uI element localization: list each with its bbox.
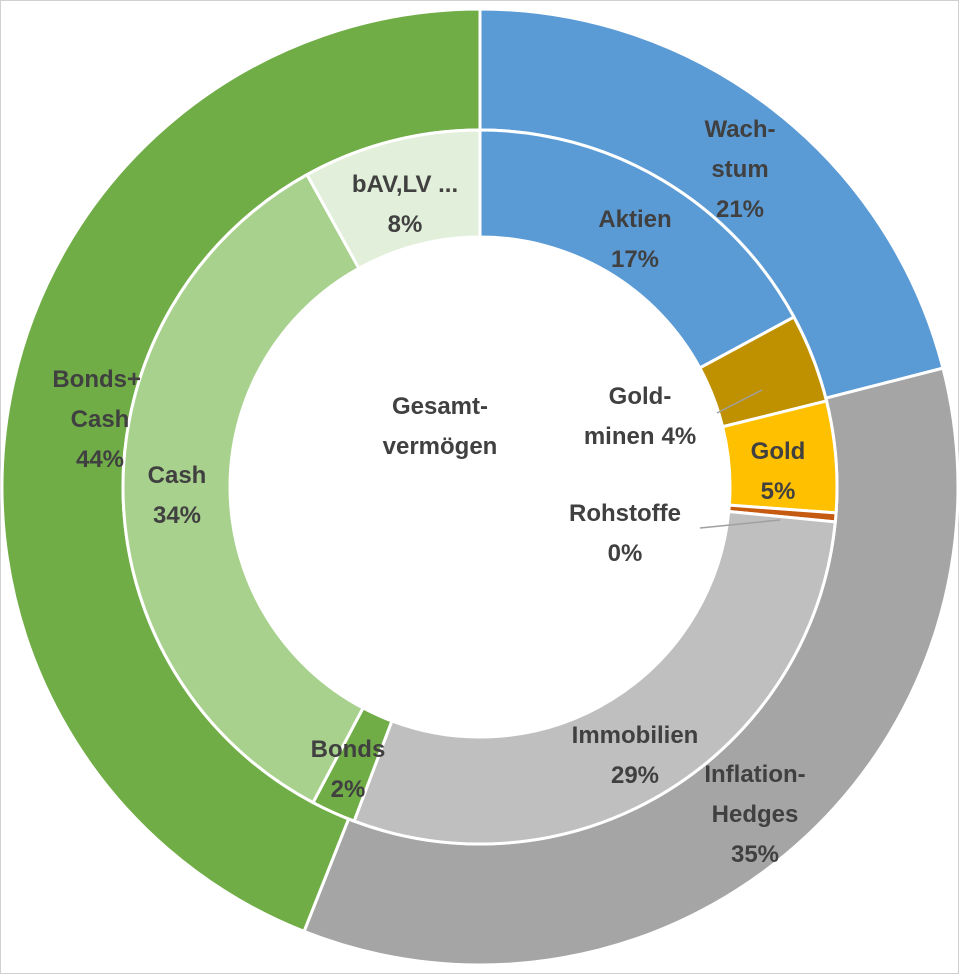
label-name: Gesamt-vermögen — [383, 393, 498, 460]
label-line: Gold — [751, 438, 806, 465]
labels: Wach-stum 21% Inflation- Hedges 35% Bonds+ Ca… — [52, 116, 805, 868]
label-value: 34% — [153, 502, 201, 529]
slice-label: Gold 5% — [751, 438, 806, 505]
slice-label: Gold-minen 4% — [584, 383, 696, 450]
label-line: Aktien — [598, 206, 671, 233]
label-line: Bonds — [311, 736, 386, 763]
label-line: Wach- — [704, 116, 775, 143]
label-name: Gold-minen — [584, 383, 672, 450]
label-name: bAV,LV ... — [352, 171, 458, 198]
label-name: Bonds+ Cash — [52, 366, 147, 433]
label-line: Cash — [148, 462, 207, 489]
label-name: Gold — [751, 438, 806, 465]
slice-label: Rohstoffe 0% — [569, 500, 681, 567]
label-name: Cash — [148, 462, 207, 489]
label-name: Bonds — [311, 736, 386, 763]
label-value: 44% — [76, 446, 124, 473]
label-name: Inflation- Hedges — [704, 761, 805, 828]
label-value: 35% — [731, 841, 779, 868]
slice-label: Aktien 17% — [598, 206, 671, 273]
label-value: 0% — [608, 540, 643, 567]
label-line: minen — [584, 423, 655, 450]
label-line: Gesamt- — [392, 393, 488, 420]
slice-label: Bonds 2% — [311, 736, 386, 803]
inner-slice — [121, 172, 366, 805]
label-value: 2% — [331, 776, 366, 803]
slice-label: Wach-stum 21% — [704, 116, 775, 223]
label-line: Cash — [71, 406, 130, 433]
inner-slice — [352, 509, 837, 846]
label-name: Wach-stum — [704, 116, 775, 183]
slice-label: Gesamt-vermögen — [383, 393, 498, 460]
label-name: Rohstoffe — [569, 500, 681, 527]
slice-label: bAV,LV ... 8% — [352, 171, 458, 238]
leader-line — [716, 389, 763, 414]
label-name: Immobilien — [572, 722, 699, 749]
label-line: vermögen — [383, 433, 498, 460]
label-line: Inflation- — [704, 761, 805, 788]
label-line: stum — [711, 156, 768, 183]
label-line: Gold- — [609, 383, 672, 410]
label-line: Bonds+ — [52, 366, 147, 393]
label-line: Rohstoffe — [569, 500, 681, 527]
label-value: 29% — [611, 762, 659, 789]
inner-slice — [305, 128, 482, 271]
label-value: 8% — [388, 211, 423, 238]
label-name: Aktien — [598, 206, 671, 233]
slice-label: Inflation- Hedges 35% — [704, 761, 805, 868]
slices — [0, 7, 959, 967]
label-value: 17% — [611, 246, 659, 273]
label-value: 5% — [761, 478, 796, 505]
label-line: bAV,LV ... — [352, 171, 458, 198]
leader-line — [699, 519, 781, 529]
label-value: 21% — [716, 196, 764, 223]
label-line: Hedges — [712, 801, 799, 828]
slice-label: Cash 34% — [148, 462, 207, 529]
slice-label: Bonds+ Cash 44% — [52, 366, 147, 473]
label-line: Immobilien — [572, 722, 699, 749]
slice-label: Immobilien 29% — [572, 722, 699, 789]
label-value: 4% — [662, 423, 697, 450]
